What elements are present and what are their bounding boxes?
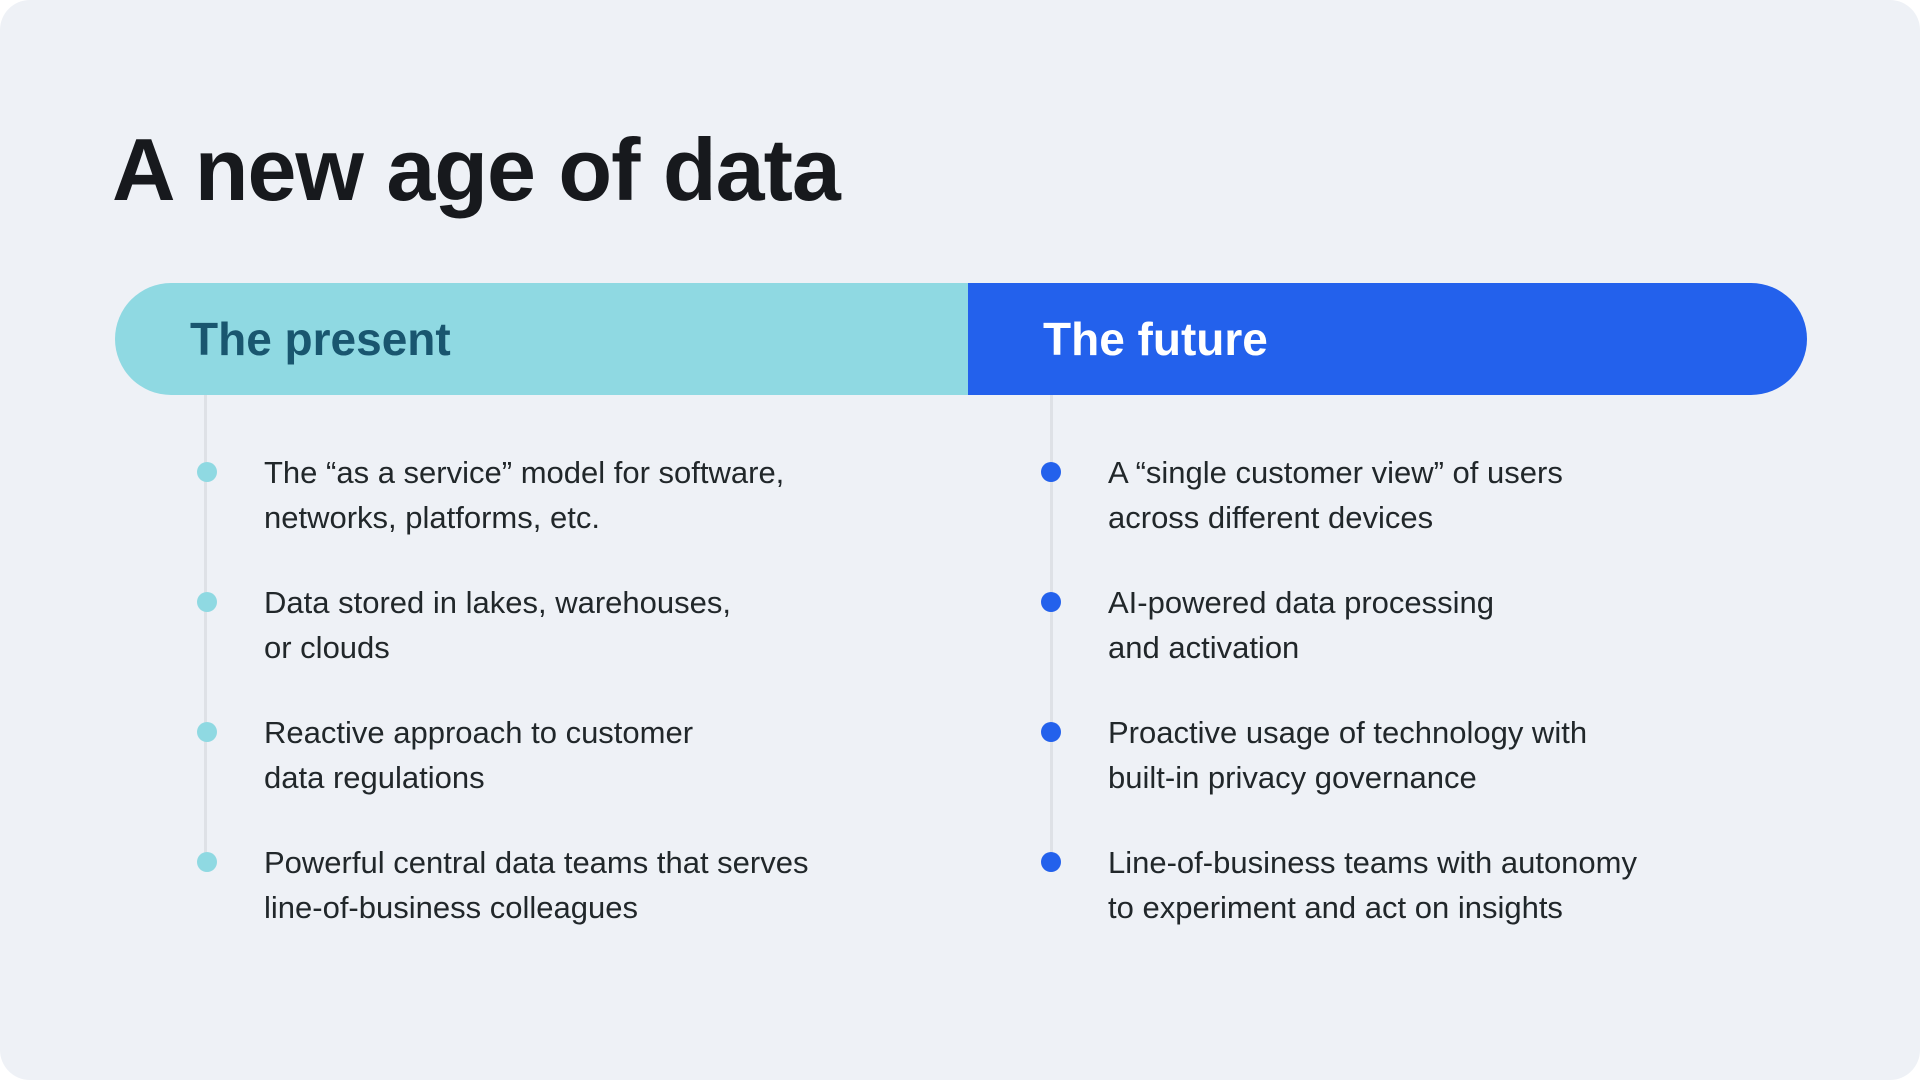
bullet-dot-icon xyxy=(1041,722,1061,742)
bullet-dot-icon xyxy=(197,462,217,482)
bullet-item: Powerful central data teams that serves … xyxy=(197,840,997,930)
bullet-dot-icon xyxy=(197,852,217,872)
bullet-item: Reactive approach to customer data regul… xyxy=(197,710,997,800)
future-timeline-line xyxy=(1050,395,1053,863)
present-timeline-line xyxy=(204,395,207,863)
bullet-text: The “as a service” model for software, n… xyxy=(264,455,785,535)
bullet-item: AI-powered data processing and activatio… xyxy=(1041,580,1841,670)
bullet-item: Proactive usage of technology with built… xyxy=(1041,710,1841,800)
bullet-item: The “as a service” model for software, n… xyxy=(197,450,997,540)
bullet-dot-icon xyxy=(1041,592,1061,612)
future-header-label: The future xyxy=(1043,313,1268,365)
bullet-text: AI-powered data processing and activatio… xyxy=(1108,585,1495,665)
future-bullet-list: A “single customer view” of users across… xyxy=(1041,450,1841,970)
bullet-dot-icon xyxy=(197,592,217,612)
page-title: A new age of data xyxy=(112,120,841,219)
present-header-label: The present xyxy=(190,313,451,365)
bullet-text: A “single customer view” of users across… xyxy=(1108,455,1563,535)
bullet-dot-icon xyxy=(1041,462,1061,482)
bullet-item: Line-of-business teams with autonomy to … xyxy=(1041,840,1841,930)
bullet-item: Data stored in lakes, warehouses, or clo… xyxy=(197,580,997,670)
bullet-dot-icon xyxy=(1041,852,1061,872)
bullet-text: Data stored in lakes, warehouses, or clo… xyxy=(264,585,731,665)
present-header-pill: The present xyxy=(115,283,968,395)
bullet-dot-icon xyxy=(197,722,217,742)
bullet-text: Line-of-business teams with autonomy to … xyxy=(1108,845,1637,925)
bullet-text: Powerful central data teams that serves … xyxy=(264,845,809,925)
bullet-text: Reactive approach to customer data regul… xyxy=(264,715,694,795)
future-header-pill: The future xyxy=(968,283,1807,395)
bullet-text: Proactive usage of technology with built… xyxy=(1108,715,1588,795)
bullet-item: A “single customer view” of users across… xyxy=(1041,450,1841,540)
present-bullet-list: The “as a service” model for software, n… xyxy=(197,450,997,970)
